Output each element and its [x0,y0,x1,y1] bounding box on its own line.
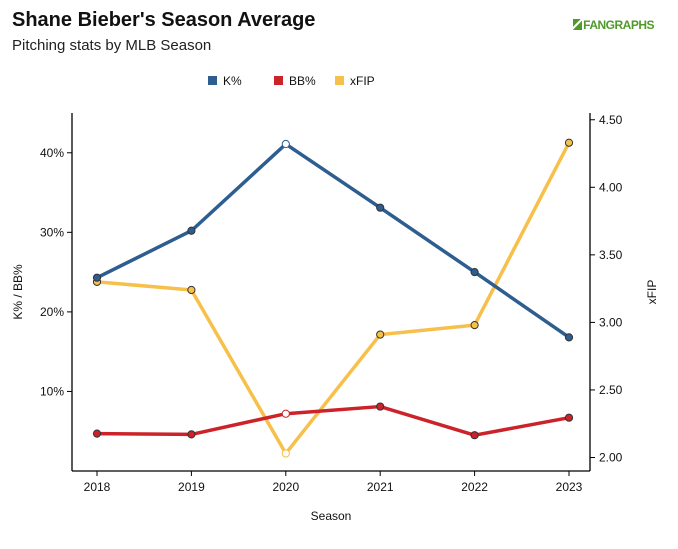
legend-swatch-bb-pct [274,76,283,85]
x-axis-title: Season [311,509,352,523]
x-tick-label: 2018 [84,480,111,494]
data-point-bb-pct [281,409,290,418]
left-tick-label: 30% [40,225,64,239]
data-point-xfip [281,449,290,458]
data-point-bb-pct [564,413,574,422]
legend-label-k-pct: K% [223,74,242,88]
data-point-k-pct [187,226,196,235]
data-point-k-pct [281,139,290,149]
fangraphs-logo-text: FANGRAPHS [583,18,654,32]
right-tick-label: 4.00 [599,180,623,194]
x-tick-label: 2019 [178,480,205,494]
x-tick-label: 2021 [367,480,394,494]
chart-subtitle: Pitching stats by MLB Season [12,37,212,54]
right-tick-label: 2.50 [599,383,623,397]
legend-label-bb-pct: BB% [289,74,316,88]
fangraphs-logo-icon [573,19,583,30]
data-point-xfip [564,138,574,147]
left-tick-label: 40% [40,146,64,160]
data-point-xfip [187,285,196,295]
legend-swatch-k-pct [208,76,217,85]
series-line-xfip [95,140,571,456]
data-point-k-pct [470,268,479,277]
right-tick-label: 2.00 [599,450,623,464]
x-tick-label: 2020 [272,480,299,494]
left-axis-title: K% / BB% [11,264,25,320]
left-tick-label: 10% [40,384,64,398]
data-point-xfip [470,320,479,330]
fangraphs-logo: FANGRAPHS [573,18,654,32]
data-point-k-pct [376,203,385,212]
series-line-k-pct [95,142,571,340]
data-point-bb-pct [376,402,385,411]
legend-label-xfip: xFIP [350,74,375,88]
right-tick-label: 3.50 [599,248,623,262]
data-point-bb-pct [92,429,102,438]
legend-swatch-xfip [335,76,344,85]
x-tick-label: 2023 [556,480,583,494]
chart-title: Shane Bieber's Season Average [12,9,316,31]
data-point-bb-pct [470,431,479,440]
x-tick-label: 2022 [461,480,488,494]
right-tick-label: 3.00 [599,315,623,329]
series-line-bb-pct [95,404,571,437]
data-point-xfip [376,330,385,339]
left-tick-label: 20% [40,305,64,319]
data-point-k-pct [564,333,574,342]
data-point-k-pct [92,273,102,282]
right-axis-title: xFIP [645,280,659,305]
data-point-bb-pct [187,430,196,439]
right-tick-label: 4.50 [599,113,623,127]
